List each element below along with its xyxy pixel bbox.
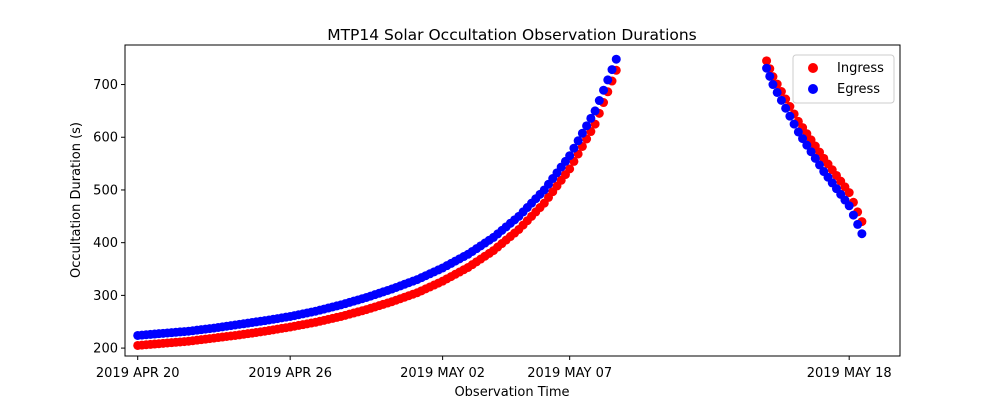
legend-marker-ingress (808, 63, 818, 73)
data-point-egress (768, 80, 778, 90)
data-point-egress (599, 85, 609, 95)
legend-marker-egress (808, 84, 818, 94)
x-tick-label: 2019 MAY 07 (527, 366, 612, 381)
x-axis: 2019 APR 20 2019 APR 26 2019 MAY 02 2019 MA… (96, 356, 892, 381)
data-point-egress (569, 143, 579, 153)
data-point-ingress (844, 188, 854, 198)
y-tick-label: 400 (93, 236, 118, 251)
y-tick-label: 700 (93, 78, 118, 93)
y-axis: 200 300 400 500 600 700 (93, 78, 125, 357)
data-point-egress (810, 153, 820, 163)
data-point-ingress (762, 56, 772, 66)
data-point-egress (590, 106, 600, 116)
legend: Ingress Egress (792, 54, 895, 104)
data-point-egress (802, 140, 812, 150)
data-point-egress (776, 95, 786, 105)
data-point-egress (762, 63, 772, 73)
data-point-egress (603, 75, 613, 85)
y-axis-label: Occultation Duration (s) (69, 122, 84, 278)
x-tick-label: 2019 MAY 18 (807, 366, 892, 381)
data-point-egress (806, 147, 816, 157)
data-point-egress (798, 134, 808, 144)
data-point-egress (857, 229, 867, 239)
data-point-egress (815, 160, 825, 170)
data-point-egress (781, 103, 791, 113)
data-point-egress (853, 219, 863, 229)
data-point-egress (594, 96, 604, 106)
data-point-egress (586, 113, 596, 123)
data-point-egress (577, 128, 587, 138)
data-point-egress (772, 87, 782, 97)
legend-label-egress: Egress (837, 82, 880, 97)
data-point-egress (582, 121, 592, 131)
x-tick-label: 2019 APR 26 (248, 366, 332, 381)
y-tick-label: 600 (93, 131, 118, 146)
data-point-egress (565, 151, 575, 161)
chart-title: MTP14 Solar Occultation Observation Dura… (327, 26, 697, 44)
y-tick-label: 500 (93, 183, 118, 198)
legend-label-ingress: Ingress (837, 61, 884, 76)
data-point-egress (789, 119, 799, 129)
x-axis-label: Observation Time (454, 385, 569, 400)
data-points (133, 54, 867, 350)
data-point-egress (573, 136, 583, 146)
legend-box (792, 54, 895, 104)
data-point-egress (765, 71, 775, 81)
x-tick-label: 2019 MAY 02 (400, 366, 485, 381)
data-point-egress (848, 210, 858, 220)
data-point-ingress (565, 164, 575, 174)
plot-area-frame (124, 44, 901, 357)
y-tick-label: 200 (93, 342, 118, 357)
data-point-egress (607, 65, 617, 75)
data-point-egress (793, 127, 803, 137)
data-point-egress (844, 201, 854, 211)
data-point-egress (611, 54, 621, 64)
x-tick-label: 2019 APR 20 (96, 366, 180, 381)
data-point-egress (785, 111, 795, 121)
y-tick-label: 300 (93, 289, 118, 304)
